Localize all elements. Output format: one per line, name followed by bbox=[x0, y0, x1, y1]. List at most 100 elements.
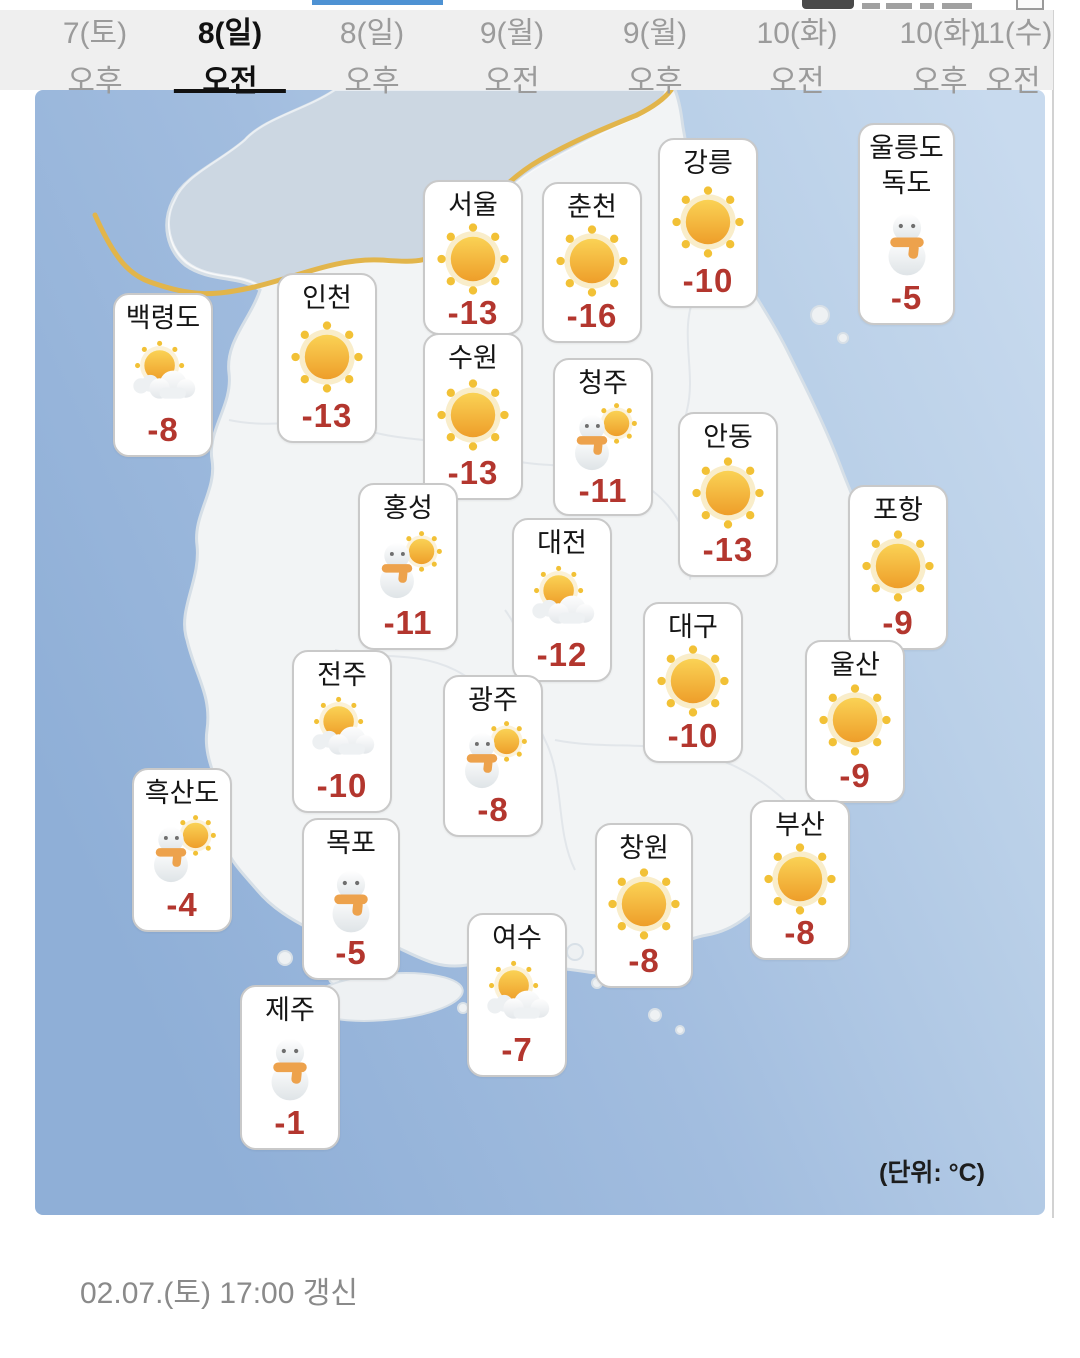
temperature: -16 bbox=[566, 296, 618, 334]
weather-icon bbox=[288, 320, 366, 394]
city-name: 흑산도 bbox=[144, 778, 220, 808]
temperature: -8 bbox=[147, 410, 179, 448]
tab-period: 오후 bbox=[627, 65, 683, 98]
tab-day: 11(수) bbox=[973, 17, 1053, 50]
weather-icon bbox=[434, 378, 512, 452]
temperature: -4 bbox=[166, 885, 198, 923]
weather-icon bbox=[553, 224, 631, 298]
tab-day: 7(토) bbox=[62, 17, 128, 50]
city-card-울산: 울산 -9 bbox=[805, 640, 905, 803]
city-name: 울산 bbox=[830, 650, 880, 680]
city-card-안동: 안동 -13 bbox=[678, 412, 778, 577]
city-card-서울: 서울 -13 bbox=[423, 180, 523, 335]
city-card-전주: 전주 -10 bbox=[292, 650, 392, 813]
tab-period: 오전 bbox=[484, 65, 540, 98]
forecast-tab[interactable]: 8(일) 오전 bbox=[197, 10, 263, 97]
temperature: -1 bbox=[274, 1103, 306, 1141]
city-card-대전: 대전 -12 bbox=[512, 518, 612, 682]
city-card-인천: 인천 -13 bbox=[277, 273, 377, 443]
forecast-tab[interactable]: 9(월) 오전 bbox=[480, 10, 544, 97]
forecast-tab[interactable]: 8(일) 오후 bbox=[339, 10, 405, 97]
city-card-청주: 청주 -11 bbox=[553, 358, 653, 516]
city-card-대구: 대구 -10 bbox=[643, 602, 743, 763]
city-card-포항: 포항 -9 bbox=[848, 485, 948, 650]
weather-icon bbox=[564, 400, 642, 474]
temperature: -12 bbox=[536, 635, 588, 673]
weather-icon bbox=[303, 693, 381, 767]
temperature: -13 bbox=[447, 293, 499, 331]
weather-map: 강릉 -10 울릉도 독도 -5 서울 -13 춘천 -16 인천 -13 bbox=[35, 90, 1045, 1215]
city-card-강릉: 강릉 -10 bbox=[658, 138, 758, 308]
weather-icon bbox=[434, 222, 512, 296]
top-cutoff-strip bbox=[0, 0, 1080, 10]
city-card-창원: 창원 -8 bbox=[595, 823, 693, 988]
tab-period: 오전 bbox=[769, 65, 825, 98]
city-name: 포항 bbox=[873, 495, 923, 525]
cutoff-text-fragment bbox=[862, 3, 880, 9]
weather-icon bbox=[816, 683, 894, 757]
update-timestamp: 02.07.(토) 17:00 갱신 bbox=[80, 1277, 358, 1310]
forecast-tab[interactable]: 10(화) 오후 bbox=[900, 10, 981, 97]
temperature: -5 bbox=[335, 933, 367, 971]
city-name: 제주 bbox=[265, 995, 315, 1025]
city-name: 강릉 bbox=[683, 148, 733, 178]
city-name: 울릉도 bbox=[869, 133, 944, 163]
weather-icon bbox=[654, 644, 732, 718]
cutoff-text-fragment bbox=[886, 3, 912, 9]
temperature: -11 bbox=[383, 603, 433, 641]
temperature: -8 bbox=[628, 941, 660, 979]
city-name: 수원 bbox=[448, 343, 498, 373]
weather-icon bbox=[868, 204, 946, 278]
forecast-tab[interactable]: 11(수) 오전 bbox=[973, 10, 1053, 97]
tab-period: 오전 bbox=[202, 65, 258, 98]
city-name: 춘천 bbox=[567, 192, 617, 222]
tab-day: 8(일) bbox=[197, 17, 263, 50]
weather-icon bbox=[124, 337, 202, 411]
forecast-tab[interactable]: 7(토) 오후 bbox=[62, 10, 128, 97]
city-name: 백령도 bbox=[125, 303, 201, 333]
weather-icon bbox=[251, 1029, 329, 1103]
temperature: -9 bbox=[839, 756, 871, 794]
temperature: -13 bbox=[447, 453, 499, 491]
city-name: 대전 bbox=[537, 528, 587, 558]
cutoff-box bbox=[1016, 0, 1044, 10]
city-name: 부산 bbox=[775, 810, 825, 840]
temperature: -13 bbox=[301, 396, 353, 434]
city-name: 광주 bbox=[468, 685, 518, 715]
weather-icon bbox=[143, 812, 221, 886]
city-name: 대구 bbox=[668, 612, 718, 642]
temperature: -10 bbox=[667, 716, 719, 754]
right-divider bbox=[1052, 0, 1054, 1218]
weather-icon bbox=[761, 842, 839, 916]
tab-period: 오전 bbox=[985, 65, 1041, 98]
city-card-부산: 부산 -8 bbox=[750, 800, 850, 960]
temperature: -7 bbox=[501, 1030, 533, 1068]
city-name: 여수 bbox=[492, 923, 542, 953]
city-card-layer: 강릉 -10 울릉도 독도 -5 서울 -13 춘천 -16 인천 -13 bbox=[35, 90, 1045, 1215]
city-card-흑산도: 흑산도 -4 bbox=[132, 768, 232, 932]
city-name2: 독도 bbox=[881, 168, 932, 199]
city-card-춘천: 춘천 -16 bbox=[542, 182, 642, 343]
unit-label: (단위: °C) bbox=[879, 1159, 985, 1187]
forecast-tab[interactable]: 10(화) 오전 bbox=[757, 10, 838, 97]
tab-bar: 7(토) 오후 8(일) 오전 8(일) 오후 9(월) 오전 9(월) 오후 … bbox=[0, 10, 1053, 97]
forecast-tab[interactable]: 9(월) 오후 bbox=[623, 10, 687, 97]
tab-period: 오후 bbox=[67, 65, 123, 98]
temperature: -11 bbox=[578, 471, 628, 509]
cutoff-blue-bar bbox=[312, 0, 443, 5]
tab-period: 오후 bbox=[344, 65, 400, 98]
weather-icon bbox=[605, 867, 683, 941]
weather-icon bbox=[312, 861, 390, 935]
temperature: -13 bbox=[702, 530, 754, 568]
weather-icon bbox=[669, 185, 747, 259]
temperature: -5 bbox=[890, 278, 923, 316]
tab-period: 오후 bbox=[912, 65, 968, 98]
tab-day: 8(일) bbox=[339, 17, 405, 50]
weather-icon bbox=[523, 562, 601, 636]
temperature: -8 bbox=[784, 913, 816, 951]
weather-icon bbox=[478, 957, 556, 1031]
temperature: -9 bbox=[882, 603, 914, 641]
city-card-목포: 목포 -5 bbox=[302, 818, 400, 980]
city-name: 인천 bbox=[302, 283, 352, 313]
city-name: 전주 bbox=[317, 660, 367, 690]
